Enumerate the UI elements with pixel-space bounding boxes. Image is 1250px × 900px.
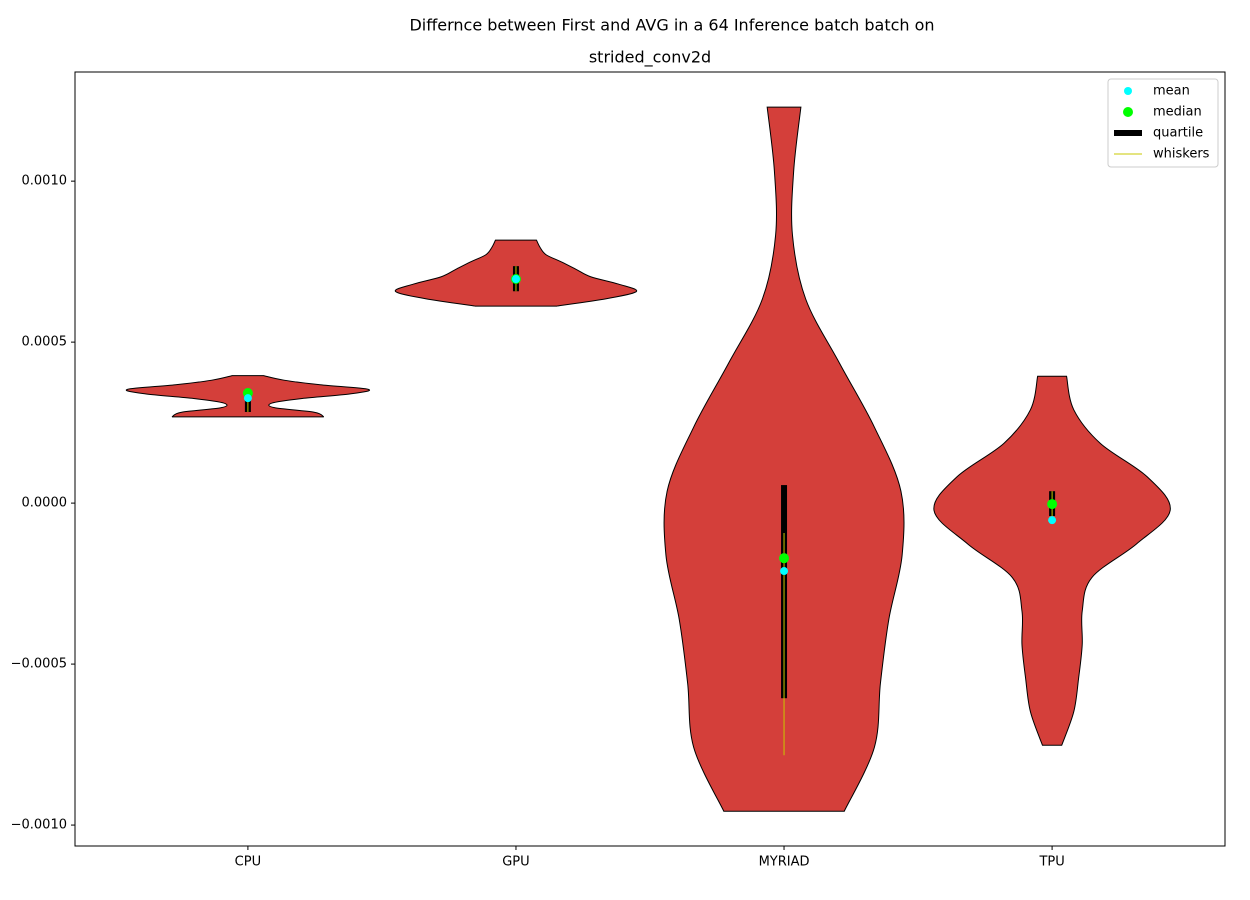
mean-dot [511, 275, 520, 284]
y-tick-label: 0.0005 [22, 335, 68, 350]
median-dot [779, 553, 790, 564]
y-tick-label: 0.0000 [22, 496, 68, 511]
legend-marker [1123, 107, 1133, 117]
legend-label: mean [1153, 84, 1190, 99]
x-tick-label: TPU [1038, 855, 1064, 870]
legend-label: median [1153, 105, 1202, 120]
legend-box [1107, 78, 1219, 168]
x-tick-label: GPU [502, 855, 529, 870]
x-tick-label: CPU [235, 855, 261, 870]
chart-title: Differnce between First and AVG in a 64 … [409, 16, 934, 35]
x-tick-label: MYRIAD [759, 855, 810, 870]
legend-label: whiskers [1153, 147, 1210, 162]
mean-dot [1048, 516, 1057, 525]
legend: mean median quartile whiskers [1107, 78, 1219, 168]
violin-body [663, 106, 905, 812]
legend-marker [1124, 87, 1132, 95]
legend-label: quartile [1153, 126, 1203, 141]
chart-subtitle: strided_conv2d [589, 48, 711, 68]
y-tick-label: −0.0005 [11, 657, 67, 672]
y-tick-label: −0.0010 [11, 818, 67, 833]
mean-dot [243, 394, 252, 403]
plot-frame [74, 71, 1226, 847]
violin-body [933, 375, 1171, 746]
mean-dot [780, 567, 789, 576]
median-dot [1047, 499, 1058, 510]
y-tick-label: 0.0010 [22, 174, 68, 189]
